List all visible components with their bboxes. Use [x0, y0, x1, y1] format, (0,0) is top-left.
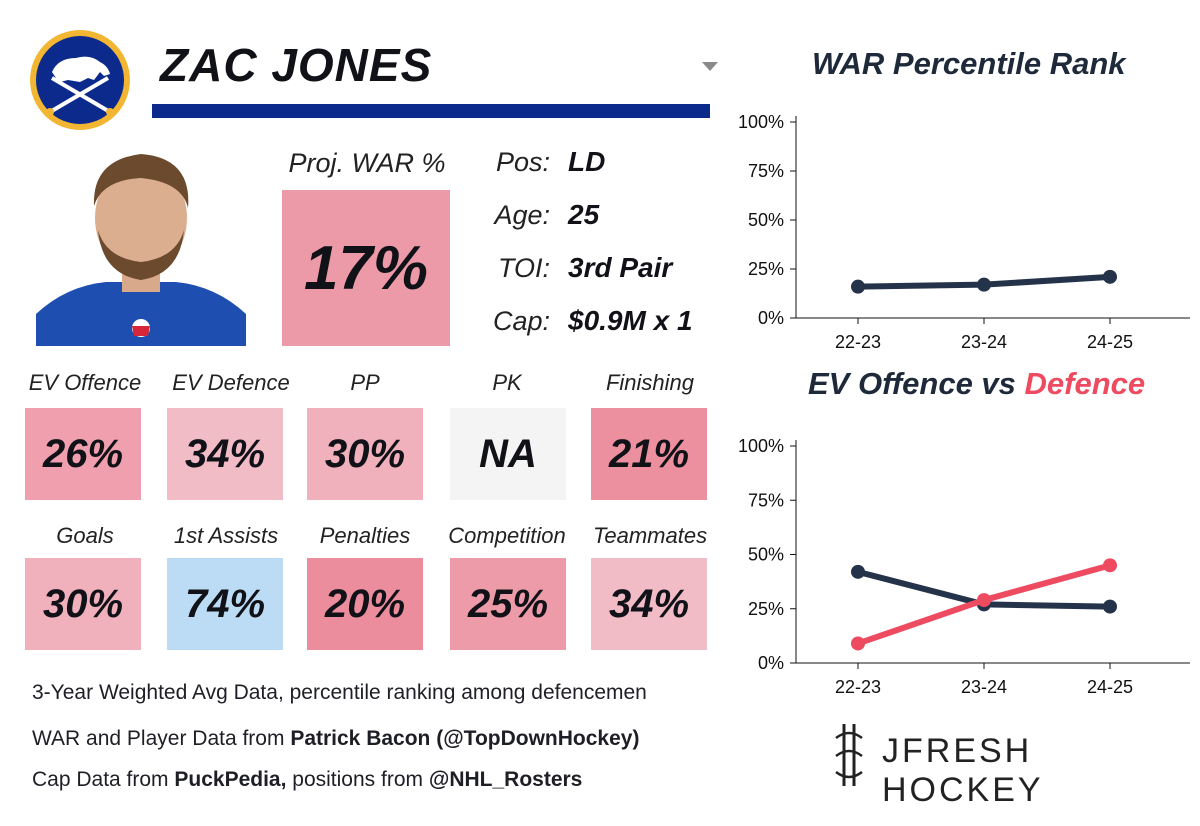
- pos-label: Pos:: [495, 147, 550, 177]
- x-tick-label: 23-24: [961, 677, 1007, 694]
- tile-value: 34%: [184, 431, 266, 476]
- y-tick-label: 100%: [738, 436, 784, 456]
- x-tick-label: 24-25: [1087, 332, 1133, 352]
- y-tick-label: 50%: [748, 545, 784, 565]
- footer-text: Cap Data from: [32, 768, 175, 791]
- team-logo: [30, 30, 130, 130]
- tile-label-finishing: Finishing: [605, 370, 695, 395]
- y-tick-label: 0%: [758, 308, 784, 328]
- tile-1st-assists: 74%: [167, 558, 283, 650]
- footer-note: 3-Year Weighted Avg Data, percentile ran…: [32, 681, 647, 704]
- data-point: [977, 593, 991, 608]
- footer-cap-source: Cap Data from PuckPedia, positions from …: [32, 768, 582, 792]
- y-tick-label: 25%: [748, 599, 784, 619]
- data-point: [1103, 269, 1117, 284]
- y-tick-label: 100%: [738, 112, 784, 132]
- tile-label-goals: Goals: [56, 523, 114, 548]
- cap-label: Cap:: [492, 306, 550, 336]
- tile-finishing: 21%: [591, 408, 707, 500]
- tile-value: 34%: [608, 581, 690, 626]
- data-point: [1103, 599, 1117, 614]
- y-tick-label: 0%: [758, 653, 784, 673]
- tile-label-competition: Competition: [448, 523, 566, 548]
- tile-value: 74%: [184, 581, 266, 626]
- war-percentile-chart: 0% 25% 50% 75% 100% 22-23 23-24 24-25: [738, 112, 1190, 352]
- tile-value: 20%: [324, 581, 406, 626]
- tile-label-pk: PK: [492, 370, 522, 395]
- footer-text: positions from: [286, 768, 429, 791]
- tile-penalties: 20%: [307, 558, 423, 650]
- tile-pp: 30%: [307, 408, 423, 500]
- age-value: 25: [568, 199, 600, 230]
- cap-value: $0.9M x 1: [568, 305, 693, 336]
- proj-war-value: 17%: [303, 233, 429, 303]
- tile-value: 26%: [42, 431, 124, 476]
- chart-title: EV Offence vs Defence: [808, 366, 1145, 402]
- data-point: [851, 564, 865, 579]
- tile-teammates: 34%: [591, 558, 707, 650]
- tile-ev-defence: 34%: [167, 408, 283, 500]
- toi-label: TOI:: [497, 253, 550, 283]
- footer-source-link: PuckPedia,: [174, 768, 287, 791]
- toi-value: 3rd Pair: [568, 252, 673, 283]
- tile-value: NA: [479, 431, 537, 476]
- proj-war-box: 17%: [282, 190, 450, 346]
- tile-pk: NA: [450, 408, 566, 500]
- y-tick-label: 50%: [748, 210, 784, 230]
- tile-goals: 30%: [25, 558, 141, 650]
- proj-war-label: Proj. WAR %: [288, 148, 446, 178]
- footer-text: WAR and Player Data from: [32, 727, 291, 750]
- tile-label-teammates: Teammates: [592, 523, 708, 548]
- player-headshot: [36, 146, 246, 346]
- chevron-down-icon[interactable]: [702, 62, 718, 71]
- x-tick-label: 23-24: [961, 332, 1007, 352]
- tile-ev-offence: 26%: [25, 408, 141, 500]
- tile-label-pp: PP: [350, 370, 380, 395]
- ev-offence-defence-chart: 0% 25% 50% 75% 100% 22-23 23-24 24-25: [738, 436, 1190, 694]
- chart-title-part-red: Defence: [1024, 366, 1146, 401]
- x-tick-label: 24-25: [1087, 677, 1133, 694]
- x-tick-label: 22-23: [835, 677, 881, 694]
- tile-label-ev-defence: EV Defence: [172, 370, 290, 395]
- tile-value: 25%: [467, 581, 549, 626]
- tile-value: 30%: [42, 581, 124, 626]
- pos-value: LD: [568, 146, 606, 177]
- tile-label-1st-assists: 1st Assists: [173, 523, 279, 548]
- footer-source-link: Patrick Bacon (@TopDownHockey): [290, 727, 640, 750]
- data-point: [1103, 558, 1117, 573]
- brand-name: JFRESH HOCKEY: [882, 732, 1044, 809]
- x-tick-label: 22-23: [835, 332, 881, 352]
- name-underline: [152, 104, 710, 118]
- tile-label-ev-offence: EV Offence: [28, 370, 142, 395]
- data-point: [851, 636, 865, 651]
- footer-war-source: WAR and Player Data from Patrick Bacon (…: [32, 727, 639, 751]
- tile-value: 21%: [608, 431, 690, 476]
- chart-title: WAR Percentile Rank: [812, 46, 1126, 81]
- age-label: Age:: [494, 200, 550, 230]
- tile-value: 30%: [324, 431, 406, 476]
- data-point: [851, 279, 865, 294]
- y-tick-label: 75%: [748, 490, 784, 510]
- tile-label-penalties: Penalties: [319, 523, 411, 548]
- brand-logo-icon: [835, 724, 863, 786]
- y-tick-label: 75%: [748, 161, 784, 181]
- chart-title-part: EV Offence vs: [808, 366, 1025, 401]
- footer-source-link: @NHL_Rosters: [428, 768, 583, 791]
- data-point: [977, 277, 991, 292]
- tile-competition: 25%: [450, 558, 566, 650]
- player-name: ZAC JONES: [160, 39, 433, 91]
- y-tick-label: 25%: [748, 259, 784, 279]
